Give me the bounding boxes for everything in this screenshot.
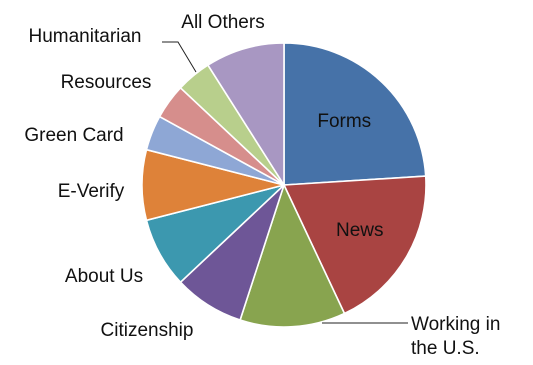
slice-label-working-in-the-u-s: Working in the U.S. [411,314,500,359]
pie-slice-working-in-the-u-s [239,182,346,328]
pie-slice-all-others [206,42,285,188]
slice-label-about-us: About Us [65,266,143,287]
slice-label-all-others: All Others [181,12,264,33]
leader-lines [162,41,408,324]
slice-label-green-card: Green Card [24,125,123,146]
slice-label-resources: Resources [61,72,152,93]
slice-label-humanitarian: Humanitarian [29,26,142,47]
slice-labels: Forms News Working in the U.S. Citizenship Ab… [24,12,500,359]
pie-slices [141,42,427,328]
slice-label-citizenship: Citizenship [101,320,194,341]
pie-slice-forms [283,42,427,186]
slice-label-forms: Forms [317,111,371,132]
slice-label-e-verify: E-Verify [58,181,125,202]
slice-label-news: News [336,220,384,241]
leader-line-humanitarian [162,41,197,73]
pie-slice-news [282,175,427,315]
